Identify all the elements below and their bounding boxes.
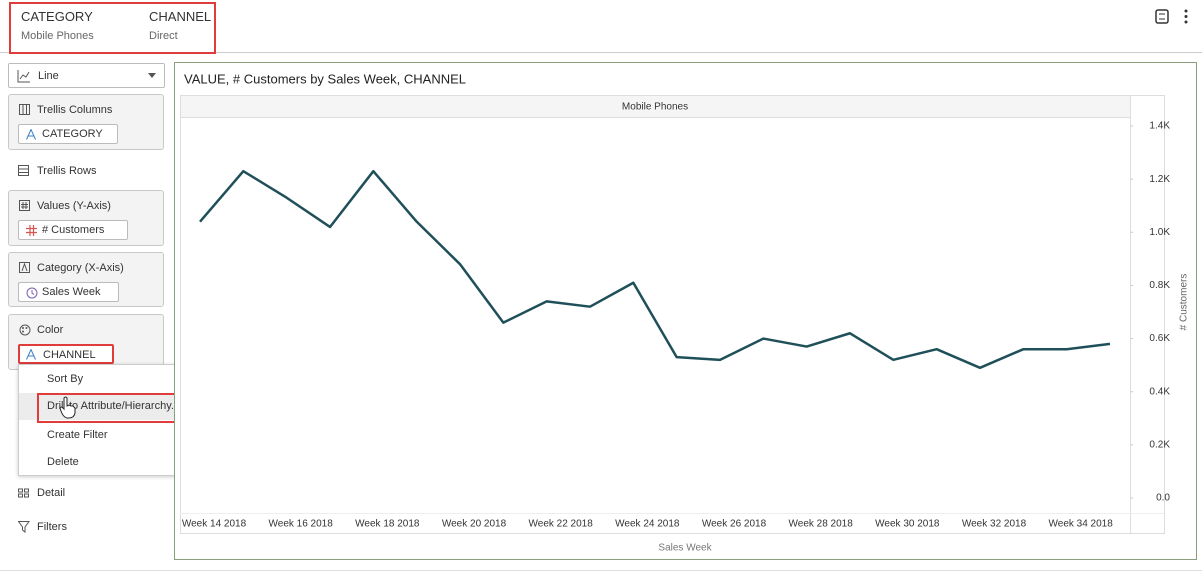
x-tick-label: Week 18 2018 bbox=[355, 519, 420, 530]
top-divider bbox=[0, 52, 1202, 53]
x-tick-label: Week 34 2018 bbox=[1049, 519, 1114, 530]
chart: VALUE, # Customers by Sales Week, CHANNE… bbox=[174, 62, 1197, 560]
y-tick-label: 1.4K bbox=[1149, 121, 1170, 132]
y-tick-label: 0.4K bbox=[1149, 386, 1170, 397]
pill-label: CATEGORY bbox=[42, 128, 103, 140]
facet-label: Mobile Phones bbox=[622, 102, 688, 113]
rows-icon bbox=[18, 165, 29, 176]
drop-zone: Category (X-Axis) Sales Week bbox=[8, 252, 164, 307]
filter-label: CHANNEL bbox=[149, 9, 212, 24]
y-tick-label: 1.2K bbox=[1149, 174, 1170, 185]
measure-icon bbox=[26, 225, 37, 236]
attr-icon bbox=[26, 349, 36, 360]
number-icon bbox=[19, 200, 30, 211]
attr-box-icon bbox=[19, 262, 30, 273]
pill[interactable]: CHANNEL bbox=[18, 344, 114, 364]
columns-icon bbox=[19, 104, 30, 115]
toolbar-icons[interactable] bbox=[1154, 8, 1194, 26]
zone-title: Category (X-Axis) bbox=[37, 262, 124, 274]
line-icon bbox=[17, 70, 30, 83]
y-tick-label: 0.6K bbox=[1149, 333, 1170, 344]
detail-icon bbox=[18, 488, 29, 498]
x-tick-label: Week 32 2018 bbox=[962, 519, 1027, 530]
palette-icon bbox=[19, 324, 31, 336]
x-tick-label: Week 22 2018 bbox=[529, 519, 594, 530]
pill-label: # Customers bbox=[42, 224, 105, 236]
drop-zone: Color CHANNEL bbox=[8, 314, 164, 370]
menu-item[interactable]: Delete bbox=[47, 456, 79, 468]
pill-label: Sales Week bbox=[42, 286, 101, 298]
zone-title: Detail bbox=[37, 487, 66, 499]
x-axis-label: Sales Week bbox=[658, 543, 712, 554]
drop-zone: Trellis Columns CATEGORY bbox=[8, 94, 164, 150]
zone-title: Values (Y-Axis) bbox=[37, 200, 111, 212]
pill-label: CHANNEL bbox=[43, 349, 96, 361]
filter-icon bbox=[18, 521, 30, 533]
chart-frame bbox=[174, 62, 1197, 560]
chart-type-select[interactable]: Line bbox=[8, 63, 165, 88]
y-tick-label: 0.2K bbox=[1149, 439, 1170, 450]
pill[interactable]: Sales Week bbox=[18, 282, 119, 302]
filter-value[interactable]: Mobile Phones bbox=[21, 30, 94, 42]
y-tick-label: 1.0K bbox=[1149, 227, 1170, 238]
x-tick-label: Week 16 2018 bbox=[269, 519, 334, 530]
x-tick-label: Week 20 2018 bbox=[442, 519, 507, 530]
time-icon bbox=[26, 287, 38, 299]
pill[interactable]: # Customers bbox=[18, 220, 128, 240]
zone-title: Trellis Rows bbox=[37, 165, 97, 177]
x-tick-label: Week 14 2018 bbox=[182, 519, 247, 530]
menu-item[interactable]: Create Filter bbox=[47, 429, 108, 441]
x-tick-label: Week 24 2018 bbox=[615, 519, 680, 530]
menu-item[interactable]: Sort By bbox=[47, 373, 84, 385]
filter-highlight bbox=[9, 2, 216, 54]
x-tick-label: Week 26 2018 bbox=[702, 519, 767, 530]
attr-icon bbox=[26, 129, 36, 140]
zone-title: Color bbox=[37, 324, 64, 336]
filter-label: CATEGORY bbox=[21, 9, 93, 24]
chart-title: VALUE, # Customers by Sales Week, CHANNE… bbox=[184, 71, 466, 86]
dropdown-arrow bbox=[148, 73, 156, 78]
y-axis-label: # Customers bbox=[1179, 274, 1190, 331]
pill[interactable]: CATEGORY bbox=[18, 124, 118, 144]
zone-title: Filters bbox=[37, 521, 67, 533]
x-tick-label: Week 28 2018 bbox=[789, 519, 854, 530]
chart-type: Line bbox=[38, 70, 59, 82]
menu-item[interactable]: Drill to Attribute/Hierarchy... bbox=[47, 400, 181, 412]
drop-zone: Values (Y-Axis) # Customers bbox=[8, 190, 164, 246]
bottom-divider bbox=[0, 570, 1202, 571]
filter-value[interactable]: Direct bbox=[149, 30, 178, 42]
x-tick-label: Week 30 2018 bbox=[875, 519, 940, 530]
hand-cursor bbox=[59, 396, 76, 419]
y-tick-label: 0.8K bbox=[1149, 280, 1170, 291]
y-tick-label: 0.0 bbox=[1156, 493, 1170, 504]
data-line bbox=[199, 169, 1111, 370]
zone-title: Trellis Columns bbox=[37, 104, 113, 116]
